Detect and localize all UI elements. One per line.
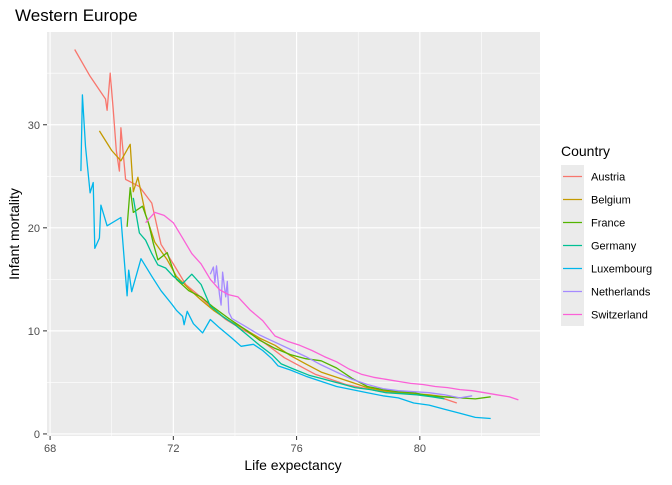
x-tick-label: 80 [414, 443, 426, 455]
legend-item-luxembourg: Luxembourg [561, 257, 652, 280]
chart-title: Western Europe [15, 6, 138, 25]
series-line-france [126, 186, 491, 400]
series-lines [74, 49, 519, 420]
series-line-germany [132, 197, 445, 400]
x-axis-label: Life expectancy [244, 457, 341, 473]
legend-label-france: France [591, 218, 625, 230]
y-tick-label: 20 [28, 223, 40, 235]
legend: Country Austria Belgium France Germany Luxem… [561, 143, 652, 326]
series-line-switzerland [145, 211, 519, 401]
legend-item-netherlands: Netherlands [561, 280, 651, 303]
legend-label-luxembourg: Luxembourg [591, 264, 652, 276]
legend-title: Country [561, 143, 610, 159]
x-axis: 68 72 76 80 [44, 436, 426, 455]
legend-item-germany: Germany [561, 234, 637, 257]
x-tick-label: 76 [290, 443, 302, 455]
legend-label-belgium: Belgium [591, 195, 631, 207]
legend-item-switzerland: Switzerland [561, 303, 648, 326]
series-line-netherlands [209, 265, 473, 399]
legend-item-belgium: Belgium [561, 188, 631, 211]
x-tick-label: 72 [167, 443, 179, 455]
minor-gridlines [47, 32, 540, 436]
y-axis: 0 10 20 30 [28, 120, 47, 441]
y-tick-label: 0 [34, 429, 40, 441]
plot-panel [47, 32, 540, 436]
major-gridlines [47, 32, 540, 436]
legend-item-france: France [561, 211, 625, 234]
legend-label-netherlands: Netherlands [591, 287, 651, 299]
legend-label-germany: Germany [591, 241, 637, 253]
legend-item-austria: Austria [561, 165, 626, 188]
y-tick-label: 30 [28, 120, 40, 132]
legend-label-switzerland: Switzerland [591, 310, 648, 322]
y-tick-label: 10 [28, 326, 40, 338]
series-line-luxembourg [80, 94, 491, 420]
legend-label-austria: Austria [591, 172, 626, 184]
x-tick-label: 68 [44, 443, 56, 455]
y-axis-label: Infant mortality [6, 188, 22, 280]
